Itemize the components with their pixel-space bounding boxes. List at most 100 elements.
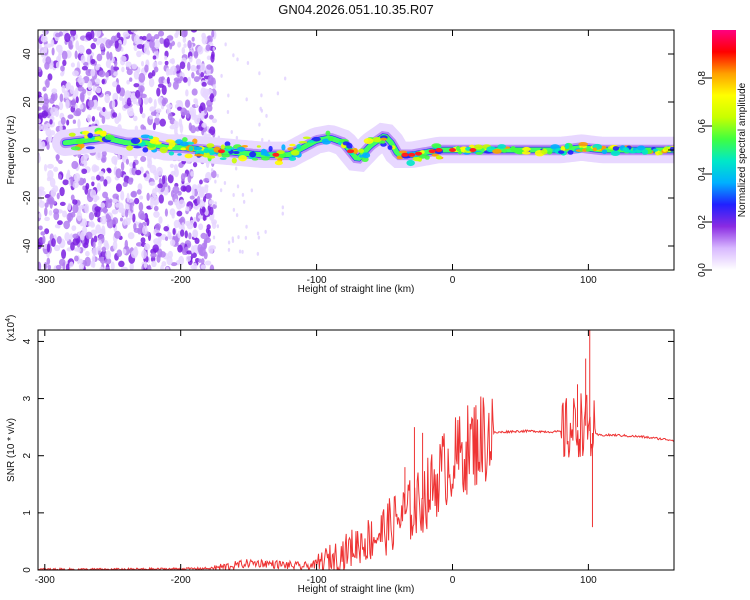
spectrogram-ridge-cell — [372, 137, 382, 143]
spectrogram-noise-cell — [135, 89, 141, 99]
spectrogram-ridge-cell — [206, 143, 215, 148]
spectrogram-noise-cell — [146, 192, 150, 201]
spectrogram-noise-cell — [72, 237, 80, 246]
spectrogram-noise-cell — [142, 225, 148, 235]
spectrogram-noise-cell — [164, 236, 169, 241]
spectrogram-noise-cell — [147, 97, 153, 104]
spectrogram-noise-cell — [177, 244, 183, 253]
spectrogram-ridge-cell — [547, 151, 553, 155]
spectrogram-noise-cell — [116, 249, 123, 257]
spectrogram-noise-cell — [125, 158, 130, 165]
spectrogram-noise-cell — [72, 70, 79, 77]
snr-x-label: Height of straight line (km) — [298, 584, 415, 595]
spectrogram-noise-cell — [122, 181, 128, 187]
spectrogram-noise-cell — [157, 30, 165, 37]
snr-x-tick-label: 0 — [450, 575, 456, 586]
spectrogram-peak-cell — [408, 152, 416, 157]
spectrogram-noise-cell — [105, 266, 111, 270]
spectrogram-noise-cell — [155, 223, 161, 231]
spectrogram-noise-cell — [65, 263, 70, 270]
spectrogram-y-ticks: -40 -20 0 20 40 — [22, 48, 674, 253]
spectrogram-noise-cell — [108, 198, 113, 203]
spectrogram-noise-cell — [179, 123, 184, 134]
spectrogram-noise-cell — [116, 32, 121, 39]
spectrogram-noise-cell — [175, 121, 179, 129]
spectrogram-noise-cell — [82, 185, 86, 191]
spectrogram-noise-cell — [116, 84, 121, 94]
spectrogram-noise-cell — [191, 187, 195, 198]
spectrogram-noise-cell — [38, 112, 45, 118]
spectrogram-ridge-cell — [492, 148, 502, 154]
spectrogram-noise-cell — [211, 30, 215, 38]
spectrogram-noise-cell — [72, 233, 79, 239]
spectrogram-noise-cell — [72, 199, 78, 205]
spectrogram-noise-cell — [51, 238, 56, 247]
spectrogram-noise-cell — [166, 256, 173, 266]
spectrogram-noise-cell — [223, 181, 227, 186]
spectrogram-noise-cell — [143, 173, 147, 178]
spectrogram-noise-cell — [101, 51, 105, 56]
spectrogram-noise-cell — [72, 204, 79, 214]
spectrogram-x-tick-label: 100 — [580, 275, 597, 286]
spectrogram-noise-cell — [211, 170, 217, 179]
spectrogram-noise-cell — [98, 170, 105, 177]
spectrogram-noise-cell — [224, 42, 227, 47]
spectrogram-noise-cell — [102, 106, 106, 113]
spectrogram-noise-cell — [113, 60, 118, 67]
spectrogram-noise-cell — [204, 95, 210, 101]
spectrogram-noise-cell — [241, 192, 245, 197]
spectrogram-noise-cell — [48, 209, 53, 216]
spectrogram-ridge-band — [62, 134, 674, 161]
spectrogram-noise-cell — [38, 106, 42, 111]
spectrogram-noise-cell — [206, 133, 212, 138]
spectrogram-ridge-cell — [658, 151, 663, 156]
spectrogram-ridge-cell — [431, 143, 442, 148]
spectrogram-ridge-cell — [148, 135, 154, 140]
spectrogram-noise-cell — [234, 166, 238, 171]
spectrogram-ridge-cell — [585, 148, 591, 152]
spectrogram-noise-cell — [167, 200, 174, 206]
spectrogram-noise-cell — [149, 106, 156, 113]
spectrogram-noise-cell — [62, 179, 69, 186]
spectrogram-noise-cell — [98, 37, 105, 44]
spectrogram-noise-cell — [99, 266, 104, 270]
spectrogram-noise-cell — [120, 55, 127, 62]
spectrogram-noise-cell — [208, 245, 214, 254]
spectrogram-noise-cell — [93, 99, 99, 108]
snr-x-ticks: -300 -200 -100 0 100 — [35, 330, 597, 586]
spectrogram-noise-cell — [119, 217, 123, 222]
spectrogram-noise-cell — [135, 242, 143, 247]
snr-scale-exponent: 4 — [5, 318, 12, 322]
spectrogram-noise-cell — [127, 232, 135, 240]
spectrogram-ridge-cell — [622, 147, 630, 152]
spectrogram-noise-cell — [147, 158, 153, 167]
spectrogram-noise-cell — [77, 118, 81, 129]
spectrogram-noise-cell — [219, 188, 223, 193]
spectrogram-ridge-cell — [652, 148, 659, 152]
spectrogram-noise-cell — [150, 198, 154, 209]
spectrogram-noise-cell — [198, 214, 205, 219]
spectrogram-ridge-cell — [130, 137, 141, 144]
spectrogram-noise-cell — [173, 167, 179, 178]
spectrogram-noise-cell — [227, 93, 230, 98]
spectrogram-noise-cell — [153, 210, 160, 218]
spectrogram-noise-cell — [140, 213, 146, 221]
spectrogram-noise-cell — [167, 174, 174, 184]
spectrogram-ridge-cell — [456, 145, 461, 152]
spectrogram-noise-cell — [85, 31, 93, 41]
spectrogram-noise-cell — [138, 72, 146, 83]
spectrogram-noise-cell — [47, 196, 55, 205]
spectrogram-ridge-cell — [307, 140, 315, 143]
spectrogram-ridge-cell — [236, 146, 246, 152]
spectrogram-noise-cell — [95, 87, 102, 94]
spectrogram-noise-cell — [207, 80, 214, 86]
spectrogram-ridge-cell — [70, 146, 81, 151]
spectrogram-noise-cell — [208, 199, 215, 205]
spectrogram-noise-cell — [148, 77, 155, 88]
spectrogram-ridge-cell — [387, 145, 393, 150]
spectrogram-noise-cell — [190, 245, 195, 254]
spectrogram-noise-cell — [200, 87, 207, 97]
spectrogram-noise-cell — [153, 98, 157, 109]
spectrogram-noise-cell — [196, 64, 201, 70]
spectrogram-ridge-cell — [220, 144, 226, 150]
